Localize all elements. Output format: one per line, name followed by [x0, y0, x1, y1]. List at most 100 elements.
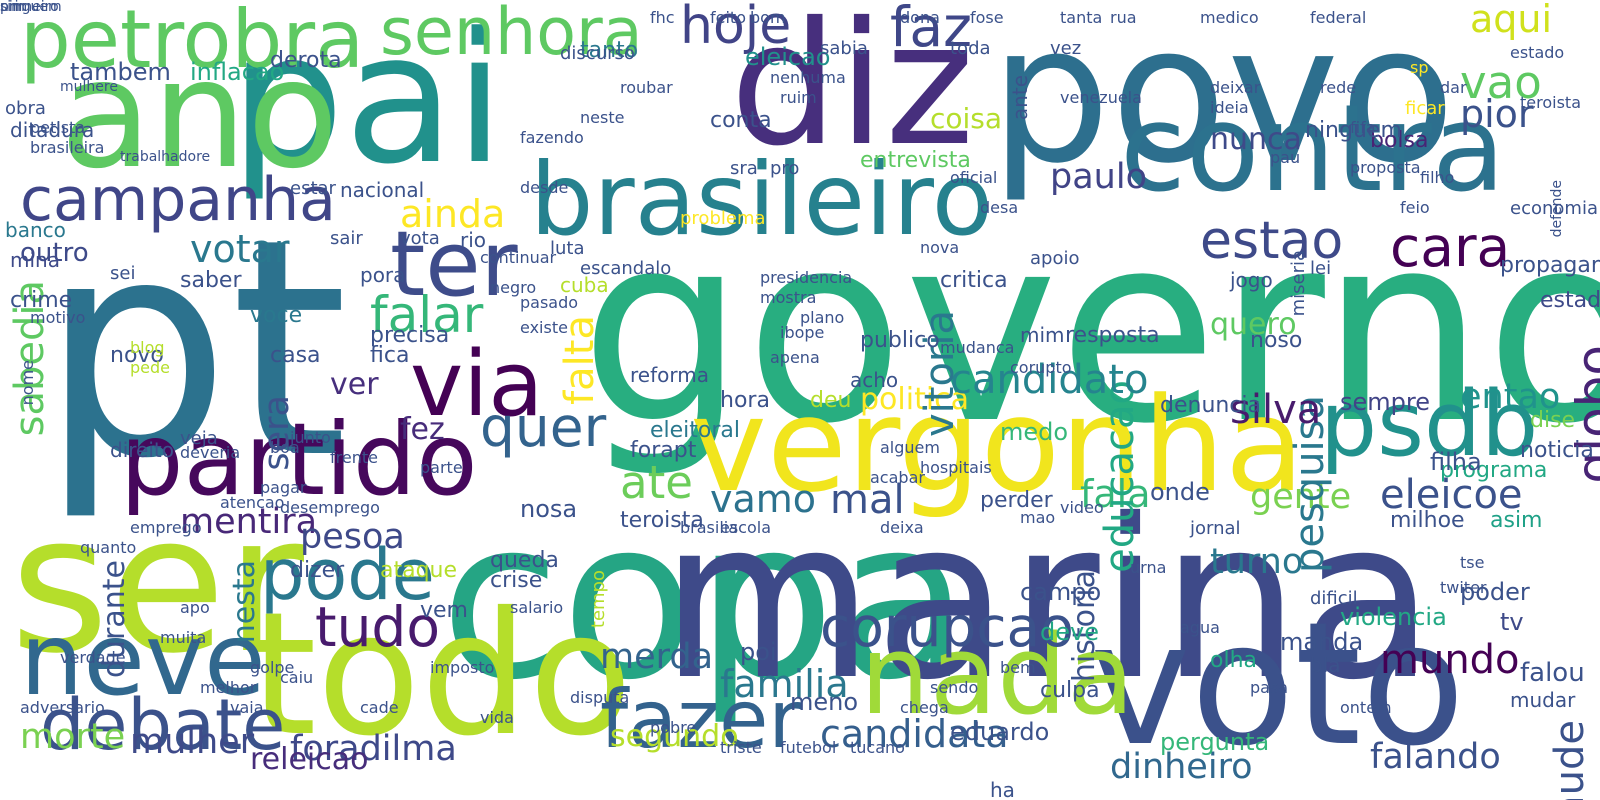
cloud-word: ha — [990, 778, 1015, 800]
cloud-word: pobre — [650, 718, 697, 737]
cloud-word: existe — [520, 318, 568, 337]
cloud-word: publico — [860, 328, 940, 353]
cloud-word: blog — [130, 338, 165, 357]
cloud-word: golpe — [250, 658, 295, 677]
cloud-word: rio — [460, 228, 487, 252]
cloud-word: mulher — [130, 722, 255, 762]
cloud-word: onde — [1150, 478, 1210, 506]
cloud-word: poi — [740, 638, 777, 666]
cloud-word: mundo — [1380, 637, 1520, 683]
cloud-word: pau — [1270, 148, 1301, 167]
cloud-word: teroista — [1520, 93, 1581, 112]
cloud-word: deixa — [880, 518, 924, 537]
cloud-word: hospitais — [920, 458, 992, 477]
cloud-word: jornal — [1190, 518, 1241, 539]
cloud-word: tanto — [580, 38, 639, 63]
cloud-word: vez — [1050, 38, 1082, 59]
cloud-word: agua — [1180, 618, 1220, 637]
cloud-word: marina — [660, 472, 1435, 728]
cloud-word: governo — [580, 179, 1600, 481]
cloud-word: filha — [1430, 448, 1482, 476]
cloud-word: junto — [290, 428, 331, 447]
cloud-word: ano — [60, 28, 339, 202]
cloud-word: faz — [890, 0, 972, 59]
cloud-word: frente — [330, 448, 378, 467]
cloud-word: dificil — [1310, 588, 1358, 609]
cloud-word: casa — [270, 343, 321, 368]
cloud-word: apoio — [1030, 248, 1080, 269]
cloud-word: dinheiro — [1110, 747, 1253, 787]
cloud-word: estao — [1200, 211, 1344, 271]
cloud-word: vamo — [710, 477, 817, 521]
cloud-word: cara — [1390, 215, 1511, 279]
cloud-word: brasileiro — [530, 141, 993, 258]
cloud-word: acho — [850, 368, 899, 392]
cloud-word: filho — [1420, 168, 1455, 187]
cloud-word: sim — [0, 0, 25, 15]
cloud-word: sempre — [1340, 388, 1430, 416]
cloud-word: video — [1060, 498, 1104, 517]
cloud-word: sei — [110, 263, 136, 284]
cloud-word: petista — [30, 118, 86, 137]
cloud-word: pergunta — [1160, 728, 1270, 756]
cloud-word: asim — [1490, 508, 1543, 533]
cloud-word: pai — [230, 0, 505, 204]
cloud-word: mal — [830, 477, 905, 523]
cloud-word: tambem — [70, 58, 171, 86]
cloud-word: precisa — [370, 323, 450, 348]
cloud-word: pode — [260, 534, 435, 616]
cloud-word: culpa — [1040, 678, 1100, 703]
cloud-word: candidato — [950, 357, 1149, 403]
cloud-word: nada — [860, 611, 1135, 739]
cloud-word: paulo — [1050, 157, 1147, 197]
cloud-word: gente — [1250, 477, 1352, 517]
cloud-word: bem — [1000, 658, 1036, 677]
cloud-word: muita — [160, 628, 207, 647]
cloud-word: neste — [580, 108, 625, 127]
cloud-word: tempo — [588, 570, 609, 629]
cloud-word: rede — [1320, 78, 1357, 97]
cloud-word: olha — [1210, 648, 1257, 673]
cloud-word: ainda — [400, 192, 506, 236]
cloud-word: luta — [550, 238, 585, 259]
cloud-word: aqui — [1470, 0, 1553, 41]
cloud-word: fifa — [1350, 118, 1376, 137]
cloud-word: nesta — [227, 560, 262, 644]
cloud-word: voce — [250, 303, 303, 328]
cloud-word: novo — [110, 343, 164, 368]
cloud-word: twiter — [1440, 578, 1487, 597]
cloud-word: desa — [980, 198, 1019, 217]
cloud-word: rua — [1110, 8, 1137, 27]
cloud-word: medo — [1000, 418, 1069, 446]
cloud-word: banco — [5, 218, 66, 242]
cloud-word: nosa — [520, 495, 578, 523]
cloud-word: campanha — [20, 165, 336, 235]
cloud-word: via — [410, 332, 544, 437]
cloud-word: imposto — [430, 658, 495, 677]
cloud-word: vaia — [230, 698, 264, 717]
cloud-word: deve — [1040, 618, 1099, 646]
cloud-word: educacao — [1097, 380, 1143, 573]
cloud-word: roubar — [620, 78, 673, 97]
cloud-word: denuncia — [1160, 393, 1262, 418]
cloud-word: mudar — [1510, 688, 1576, 712]
cloud-word: brasilia — [680, 518, 739, 537]
cloud-word: silva — [1230, 387, 1322, 433]
cloud-word: fose — [970, 8, 1004, 27]
cloud-word: estadio — [1540, 288, 1600, 313]
cloud-word: derota — [270, 48, 342, 73]
cloud-word: conta — [710, 108, 772, 133]
cloud-word: bolsa — [1370, 128, 1429, 153]
cloud-word: feio — [1400, 198, 1430, 217]
cloud-word: estar — [290, 178, 336, 199]
cloud-word: desemprego — [280, 498, 380, 517]
cloud-word: boa — [270, 438, 300, 457]
cloud-word: brasileira — [30, 138, 105, 157]
cloud-word: sra — [730, 158, 758, 179]
cloud-word: propaganda — [1500, 253, 1600, 278]
cloud-word: jogo — [1230, 268, 1273, 292]
cloud-word: quer — [480, 395, 607, 459]
cloud-word: obra — [5, 98, 46, 119]
cloud-word: vota — [400, 228, 440, 249]
cloud-word: plano — [800, 308, 845, 327]
